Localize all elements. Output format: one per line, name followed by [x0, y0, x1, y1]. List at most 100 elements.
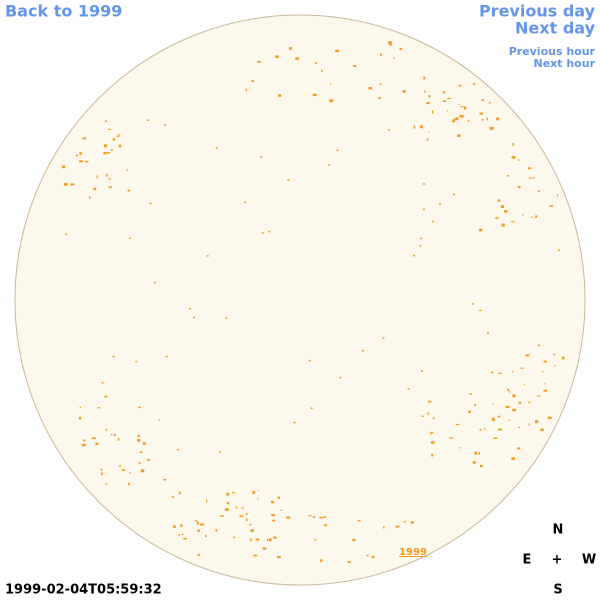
- speckle: [140, 469, 145, 473]
- speckle: [469, 393, 472, 395]
- speckle: [420, 237, 423, 240]
- speckle: [561, 356, 565, 360]
- speckle: [178, 491, 181, 495]
- back-link[interactable]: Back to 1999: [5, 2, 122, 21]
- previous-hour-link[interactable]: Previous hour: [509, 45, 596, 58]
- speckle: [308, 515, 312, 517]
- speckle: [512, 394, 516, 398]
- speckle: [88, 196, 91, 199]
- speckle: [420, 370, 423, 372]
- speckle: [426, 138, 429, 141]
- speckle: [493, 437, 498, 439]
- speckle: [460, 106, 464, 108]
- speckle: [220, 515, 224, 517]
- speckle: [138, 406, 141, 409]
- speckle: [446, 110, 449, 112]
- speckle: [407, 388, 410, 390]
- speckle: [135, 360, 138, 363]
- speckle: [395, 525, 400, 528]
- speckle: [474, 451, 478, 455]
- speckle: [535, 215, 538, 218]
- speckle: [481, 99, 484, 102]
- speckle: [139, 451, 143, 454]
- speckle: [516, 447, 521, 450]
- speckle: [79, 152, 82, 155]
- speckle: [371, 555, 375, 559]
- speckle: [118, 144, 122, 148]
- speckle: [244, 201, 247, 204]
- speckle: [252, 491, 256, 494]
- speckle: [479, 309, 482, 312]
- speckle: [250, 529, 254, 533]
- speckle: [427, 400, 432, 403]
- speckle: [479, 428, 482, 431]
- speckle: [427, 412, 429, 415]
- speckle: [253, 554, 258, 557]
- speckle: [65, 233, 68, 235]
- speckle: [472, 461, 476, 464]
- speckle: [260, 156, 263, 158]
- speckle: [126, 168, 128, 172]
- speckle: [308, 359, 311, 362]
- speckle: [105, 120, 107, 123]
- speckle: [442, 100, 447, 102]
- speckle: [96, 175, 98, 179]
- speckle: [479, 112, 483, 115]
- speckle: [495, 217, 499, 219]
- speckle: [481, 119, 484, 121]
- speckle: [410, 521, 414, 524]
- speckle: [117, 438, 120, 441]
- next-hour-link[interactable]: Next hour: [534, 57, 596, 70]
- year-label[interactable]: 1999: [399, 547, 427, 558]
- speckle: [127, 189, 130, 192]
- speckle: [549, 205, 553, 207]
- speckle: [498, 428, 502, 431]
- speckle: [438, 203, 441, 205]
- speckle: [459, 447, 461, 449]
- speckle: [171, 496, 175, 498]
- previous-day-link[interactable]: Previous day: [479, 2, 596, 21]
- next-day-link[interactable]: Next day: [515, 19, 596, 38]
- speckle: [383, 526, 385, 529]
- speckle: [504, 210, 508, 213]
- speckle: [276, 556, 281, 559]
- compass-west: W: [582, 553, 596, 568]
- speckle: [518, 401, 522, 404]
- speckle: [421, 415, 425, 417]
- speckle: [197, 553, 201, 556]
- speckle: [128, 482, 130, 486]
- speckle: [177, 448, 180, 451]
- speckle: [112, 355, 115, 358]
- speckle: [512, 408, 516, 412]
- speckle: [95, 442, 99, 445]
- speckle: [277, 496, 280, 499]
- speckle: [528, 177, 532, 179]
- speckle: [510, 221, 515, 223]
- speckle: [527, 401, 531, 403]
- speckle: [339, 376, 342, 379]
- speckle: [522, 214, 524, 216]
- compass-south: S: [553, 583, 562, 598]
- speckle: [352, 538, 356, 542]
- speckle: [525, 354, 530, 357]
- speckle: [108, 178, 111, 180]
- speckle: [413, 254, 416, 257]
- speckle: [106, 173, 108, 177]
- speckle: [312, 516, 315, 518]
- speckle: [245, 513, 248, 515]
- speckle: [273, 536, 277, 539]
- speckle: [509, 390, 511, 393]
- speckle: [324, 524, 328, 527]
- speckle: [489, 126, 494, 130]
- speckle: [353, 65, 356, 67]
- speckle: [532, 177, 535, 179]
- speckle: [268, 230, 271, 233]
- speckle: [535, 420, 539, 424]
- speckle: [553, 353, 556, 356]
- speckle: [447, 97, 452, 99]
- speckle: [206, 499, 208, 503]
- speckle: [413, 125, 416, 129]
- speckle: [107, 151, 111, 154]
- speckle: [76, 154, 79, 157]
